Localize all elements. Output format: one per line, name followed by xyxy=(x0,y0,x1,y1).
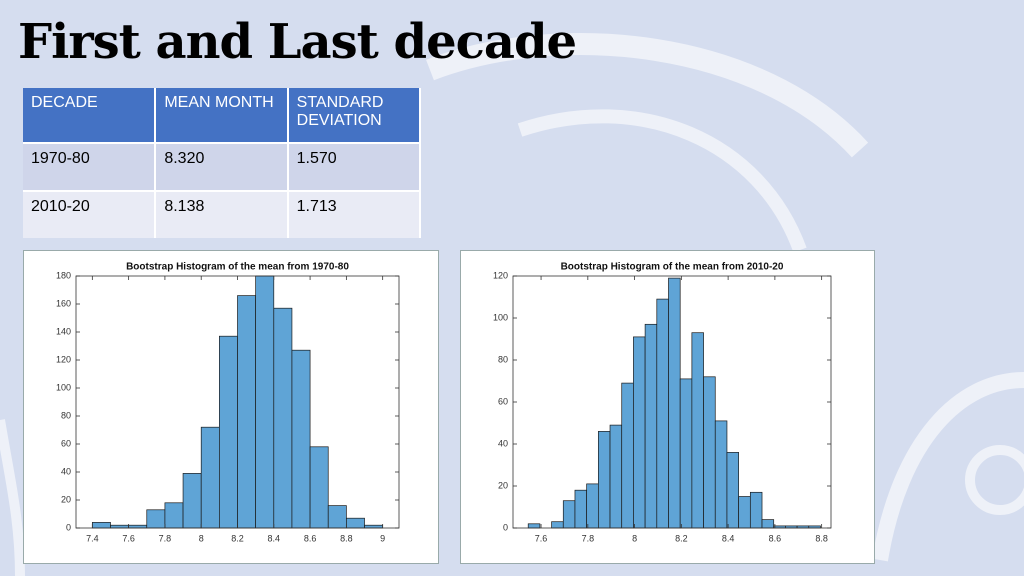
x-tick-label: 8.4 xyxy=(268,533,281,543)
y-tick-label: 0 xyxy=(503,522,508,532)
y-tick-label: 20 xyxy=(61,494,71,504)
y-tick-label: 180 xyxy=(56,270,71,280)
bar xyxy=(110,524,129,529)
bar xyxy=(679,378,693,529)
slide-title: First and Last decade xyxy=(18,14,577,70)
header-cell: STANDARD DEVIATION xyxy=(287,88,422,143)
x-tick-label: 8 xyxy=(199,533,204,543)
y-tick-label: 100 xyxy=(493,312,508,322)
y-tick-label: 40 xyxy=(498,438,508,448)
y-tick-label: 140 xyxy=(56,326,71,336)
bar xyxy=(255,275,275,529)
chart-title: Bootstrap Histogram of the mean from 197… xyxy=(126,262,349,273)
x-tick-label: 7.6 xyxy=(122,533,135,543)
cell: 2010-20 xyxy=(23,190,157,238)
x-tick-label: 8 xyxy=(632,533,637,543)
y-tick-label: 0 xyxy=(66,522,71,532)
header-row: DECADE MEAN MONTH STANDARD DEVIATION xyxy=(23,88,422,143)
bar xyxy=(738,496,751,529)
x-tick-label: 8.2 xyxy=(231,533,244,543)
y-tick-label: 160 xyxy=(56,298,71,308)
x-tick-label: 8.6 xyxy=(304,533,317,543)
bar xyxy=(749,491,763,529)
bar xyxy=(586,483,599,529)
bar xyxy=(703,376,716,529)
histogram-chart: Bootstrap Histogram of the mean from 201… xyxy=(460,250,875,564)
histogram-chart: Bootstrap Histogram of the mean from 197… xyxy=(23,250,439,564)
bar xyxy=(527,523,541,529)
bar xyxy=(574,489,588,529)
x-tick-label: 9 xyxy=(380,533,385,543)
bar xyxy=(273,307,293,529)
bar xyxy=(609,424,623,529)
x-tick-label: 8.6 xyxy=(769,533,782,543)
bar xyxy=(237,295,256,529)
y-tick-label: 100 xyxy=(56,382,71,392)
stats-table: DECADE MEAN MONTH STANDARD DEVIATION 197… xyxy=(23,88,422,238)
row: 2010-20 8.138 1.713 xyxy=(23,190,422,238)
bar xyxy=(714,420,728,529)
bar xyxy=(364,524,384,529)
header-cell: DECADE xyxy=(23,88,157,143)
cell: 1.713 xyxy=(287,190,422,238)
x-tick-label: 8.8 xyxy=(815,533,828,543)
bar xyxy=(668,277,681,529)
bar xyxy=(656,298,669,529)
bar xyxy=(562,500,576,529)
bar xyxy=(691,332,704,529)
x-tick-label: 7.8 xyxy=(582,533,595,543)
y-tick-label: 80 xyxy=(61,410,71,420)
x-tick-label: 7.6 xyxy=(535,533,548,543)
bar xyxy=(128,524,148,529)
x-tick-label: 7.8 xyxy=(159,533,172,543)
bar xyxy=(633,336,646,529)
bar xyxy=(551,521,564,529)
cell: 8.138 xyxy=(155,190,289,238)
y-tick-label: 40 xyxy=(61,466,71,476)
row: 1970-80 8.320 1.570 xyxy=(23,142,422,191)
x-tick-label: 8.2 xyxy=(675,533,688,543)
bar xyxy=(200,426,220,529)
bar xyxy=(146,509,166,529)
bar xyxy=(309,446,329,529)
bar xyxy=(761,519,775,529)
bar xyxy=(644,323,658,529)
y-tick-label: 20 xyxy=(498,480,508,490)
x-tick-label: 8.4 xyxy=(722,533,735,543)
bar xyxy=(182,473,202,529)
y-tick-label: 120 xyxy=(493,270,508,280)
cell: 1970-80 xyxy=(23,142,157,191)
bar xyxy=(327,505,347,529)
bar xyxy=(346,517,365,529)
bar xyxy=(726,452,739,529)
chart-title: Bootstrap Histogram of the mean from 201… xyxy=(561,262,784,273)
bar xyxy=(91,522,111,529)
bar xyxy=(164,502,184,529)
y-tick-label: 80 xyxy=(498,354,508,364)
bar xyxy=(621,382,634,529)
bar xyxy=(219,335,238,529)
bar xyxy=(291,349,311,529)
bar xyxy=(597,431,611,529)
cell: 8.320 xyxy=(155,142,289,191)
y-tick-label: 120 xyxy=(56,354,71,364)
x-tick-label: 8.8 xyxy=(340,533,353,543)
x-tick-label: 7.4 xyxy=(86,533,99,543)
header-cell: MEAN MONTH xyxy=(155,88,289,143)
y-tick-label: 60 xyxy=(61,438,71,448)
y-tick-label: 60 xyxy=(498,396,508,406)
cell: 1.570 xyxy=(287,142,422,191)
